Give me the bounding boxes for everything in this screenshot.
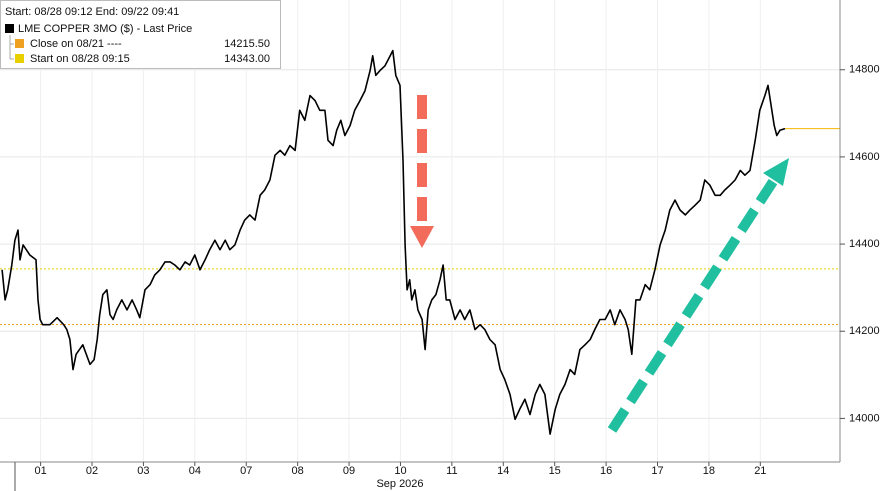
x-tick-label: 18 [703, 465, 715, 477]
y-tick-label: 14200 [849, 325, 880, 337]
x-tick-label: 11 [446, 465, 457, 477]
x-tick-label: 14 [497, 465, 509, 477]
up-arrow [607, 158, 789, 433]
x-tick-label: 04 [189, 465, 201, 477]
legend-value: 14343.00 [224, 53, 270, 65]
price-line [1, 49, 786, 435]
x-tick-label: 01 [34, 465, 46, 477]
x-tick-label: 09 [343, 465, 355, 477]
x-tick-label: 17 [651, 465, 663, 477]
legend-header: Start: 08/28 09:12 End: 09/22 09:41 [5, 6, 179, 18]
legend-tree [9, 35, 14, 60]
x-tick-label: 21 [754, 465, 766, 477]
legend-box [0, 0, 281, 69]
y-tick-label: 14800 [849, 64, 880, 76]
x-tick-label: 16 [600, 465, 612, 477]
x-tick-label: 10 [394, 465, 406, 477]
grid-layer [0, 0, 840, 462]
x-tick-label: 07 [240, 465, 252, 477]
y-tick-label: 14000 [849, 412, 880, 424]
legend-swatch [15, 54, 24, 63]
legend: Start: 08/28 09:12 End: 09/22 09:41 Clos… [0, 0, 281, 69]
x-tick-label: 03 [137, 465, 149, 477]
down-arrow [410, 95, 434, 248]
legend-label: Start on 08/28 09:15 [30, 53, 130, 65]
legend-label: Close on 08/21 ---- [30, 38, 122, 50]
legend-label: LME COPPER 3MO ($) - Last Price [18, 23, 192, 35]
x-tick-label: 08 [292, 465, 304, 477]
legend-value: 14215.50 [224, 38, 270, 50]
legend-swatch [5, 24, 14, 33]
y-tick-label: 14600 [849, 151, 880, 163]
x-tick-label: 02 [86, 465, 98, 477]
data-layer [0, 49, 840, 435]
y-tick-label: 14400 [849, 238, 880, 250]
x-axis-label: Sep 2026 [376, 478, 423, 490]
x-tick-label: 15 [549, 465, 561, 477]
legend-swatch [15, 39, 24, 48]
